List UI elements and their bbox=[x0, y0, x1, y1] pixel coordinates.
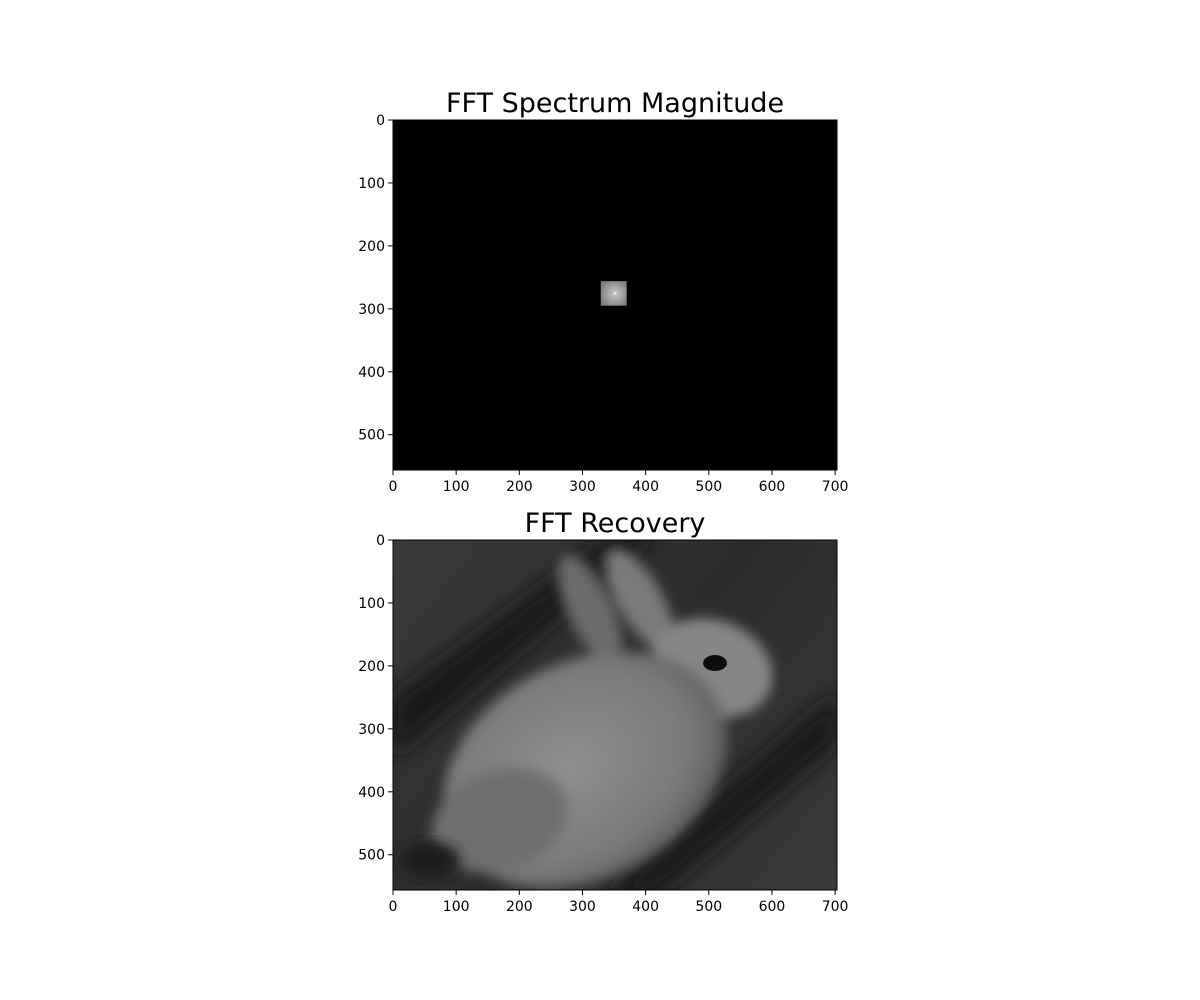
y-tick-label: 100 bbox=[358, 176, 385, 192]
spectrum-bright-patch bbox=[600, 281, 627, 306]
y-tick-label: 300 bbox=[358, 302, 385, 318]
x-tick-label: 0 bbox=[389, 899, 398, 915]
y-tick-label: 400 bbox=[358, 365, 385, 381]
x-tick-label: 200 bbox=[506, 479, 533, 495]
x-tick-label: 0 bbox=[389, 479, 398, 495]
spectrum-frame bbox=[392, 119, 838, 471]
recovery-ground-shadow bbox=[400, 842, 460, 878]
recovery-axes: FFT Recovery 0 100 200 300 400 500 600 700 0 100 2… bbox=[358, 508, 848, 915]
x-tick-label: 300 bbox=[569, 479, 596, 495]
y-tick-label: 0 bbox=[376, 533, 385, 549]
x-tick-label: 600 bbox=[759, 479, 786, 495]
x-tick-label: 100 bbox=[443, 899, 470, 915]
rabbit-ear-back bbox=[557, 554, 623, 666]
y-tick-label: 0 bbox=[376, 113, 385, 129]
recovery-ticks: 0 100 200 300 400 500 600 700 0 100 200 300 400 500 bbox=[358, 533, 848, 915]
x-tick-label: 100 bbox=[443, 479, 470, 495]
x-tick-label: 300 bbox=[569, 899, 596, 915]
spectrum-ticks: 0 100 200 300 400 500 600 700 0 100 200 300 400 500 bbox=[358, 113, 848, 495]
x-tick-label: 400 bbox=[632, 899, 659, 915]
spectrum-axes: FFT Spectrum Magnitude 0 100 200 300 400 500 6… bbox=[358, 88, 848, 495]
x-tick-label: 600 bbox=[759, 899, 786, 915]
rabbit-eye bbox=[703, 655, 727, 671]
recovery-image bbox=[393, 540, 837, 890]
x-tick-label: 400 bbox=[632, 479, 659, 495]
rabbit-haunch bbox=[432, 767, 568, 873]
x-tick-label: 200 bbox=[506, 899, 533, 915]
y-tick-label: 500 bbox=[358, 848, 385, 864]
x-tick-label: 700 bbox=[822, 899, 849, 915]
spectrum-title: FFT Spectrum Magnitude bbox=[446, 88, 784, 119]
recovery-dark-streak-lower bbox=[611, 692, 837, 890]
recovery-title: FFT Recovery bbox=[525, 508, 706, 539]
y-tick-label: 200 bbox=[358, 659, 385, 675]
y-tick-label: 500 bbox=[358, 428, 385, 444]
y-tick-label: 200 bbox=[358, 239, 385, 255]
recovery-frame bbox=[392, 539, 838, 891]
y-tick-label: 400 bbox=[358, 785, 385, 801]
x-tick-label: 500 bbox=[695, 899, 722, 915]
rabbit-ear-front bbox=[605, 548, 675, 652]
y-tick-label: 100 bbox=[358, 596, 385, 612]
x-tick-label: 700 bbox=[822, 479, 849, 495]
x-tick-label: 500 bbox=[695, 479, 722, 495]
y-tick-label: 300 bbox=[358, 722, 385, 738]
